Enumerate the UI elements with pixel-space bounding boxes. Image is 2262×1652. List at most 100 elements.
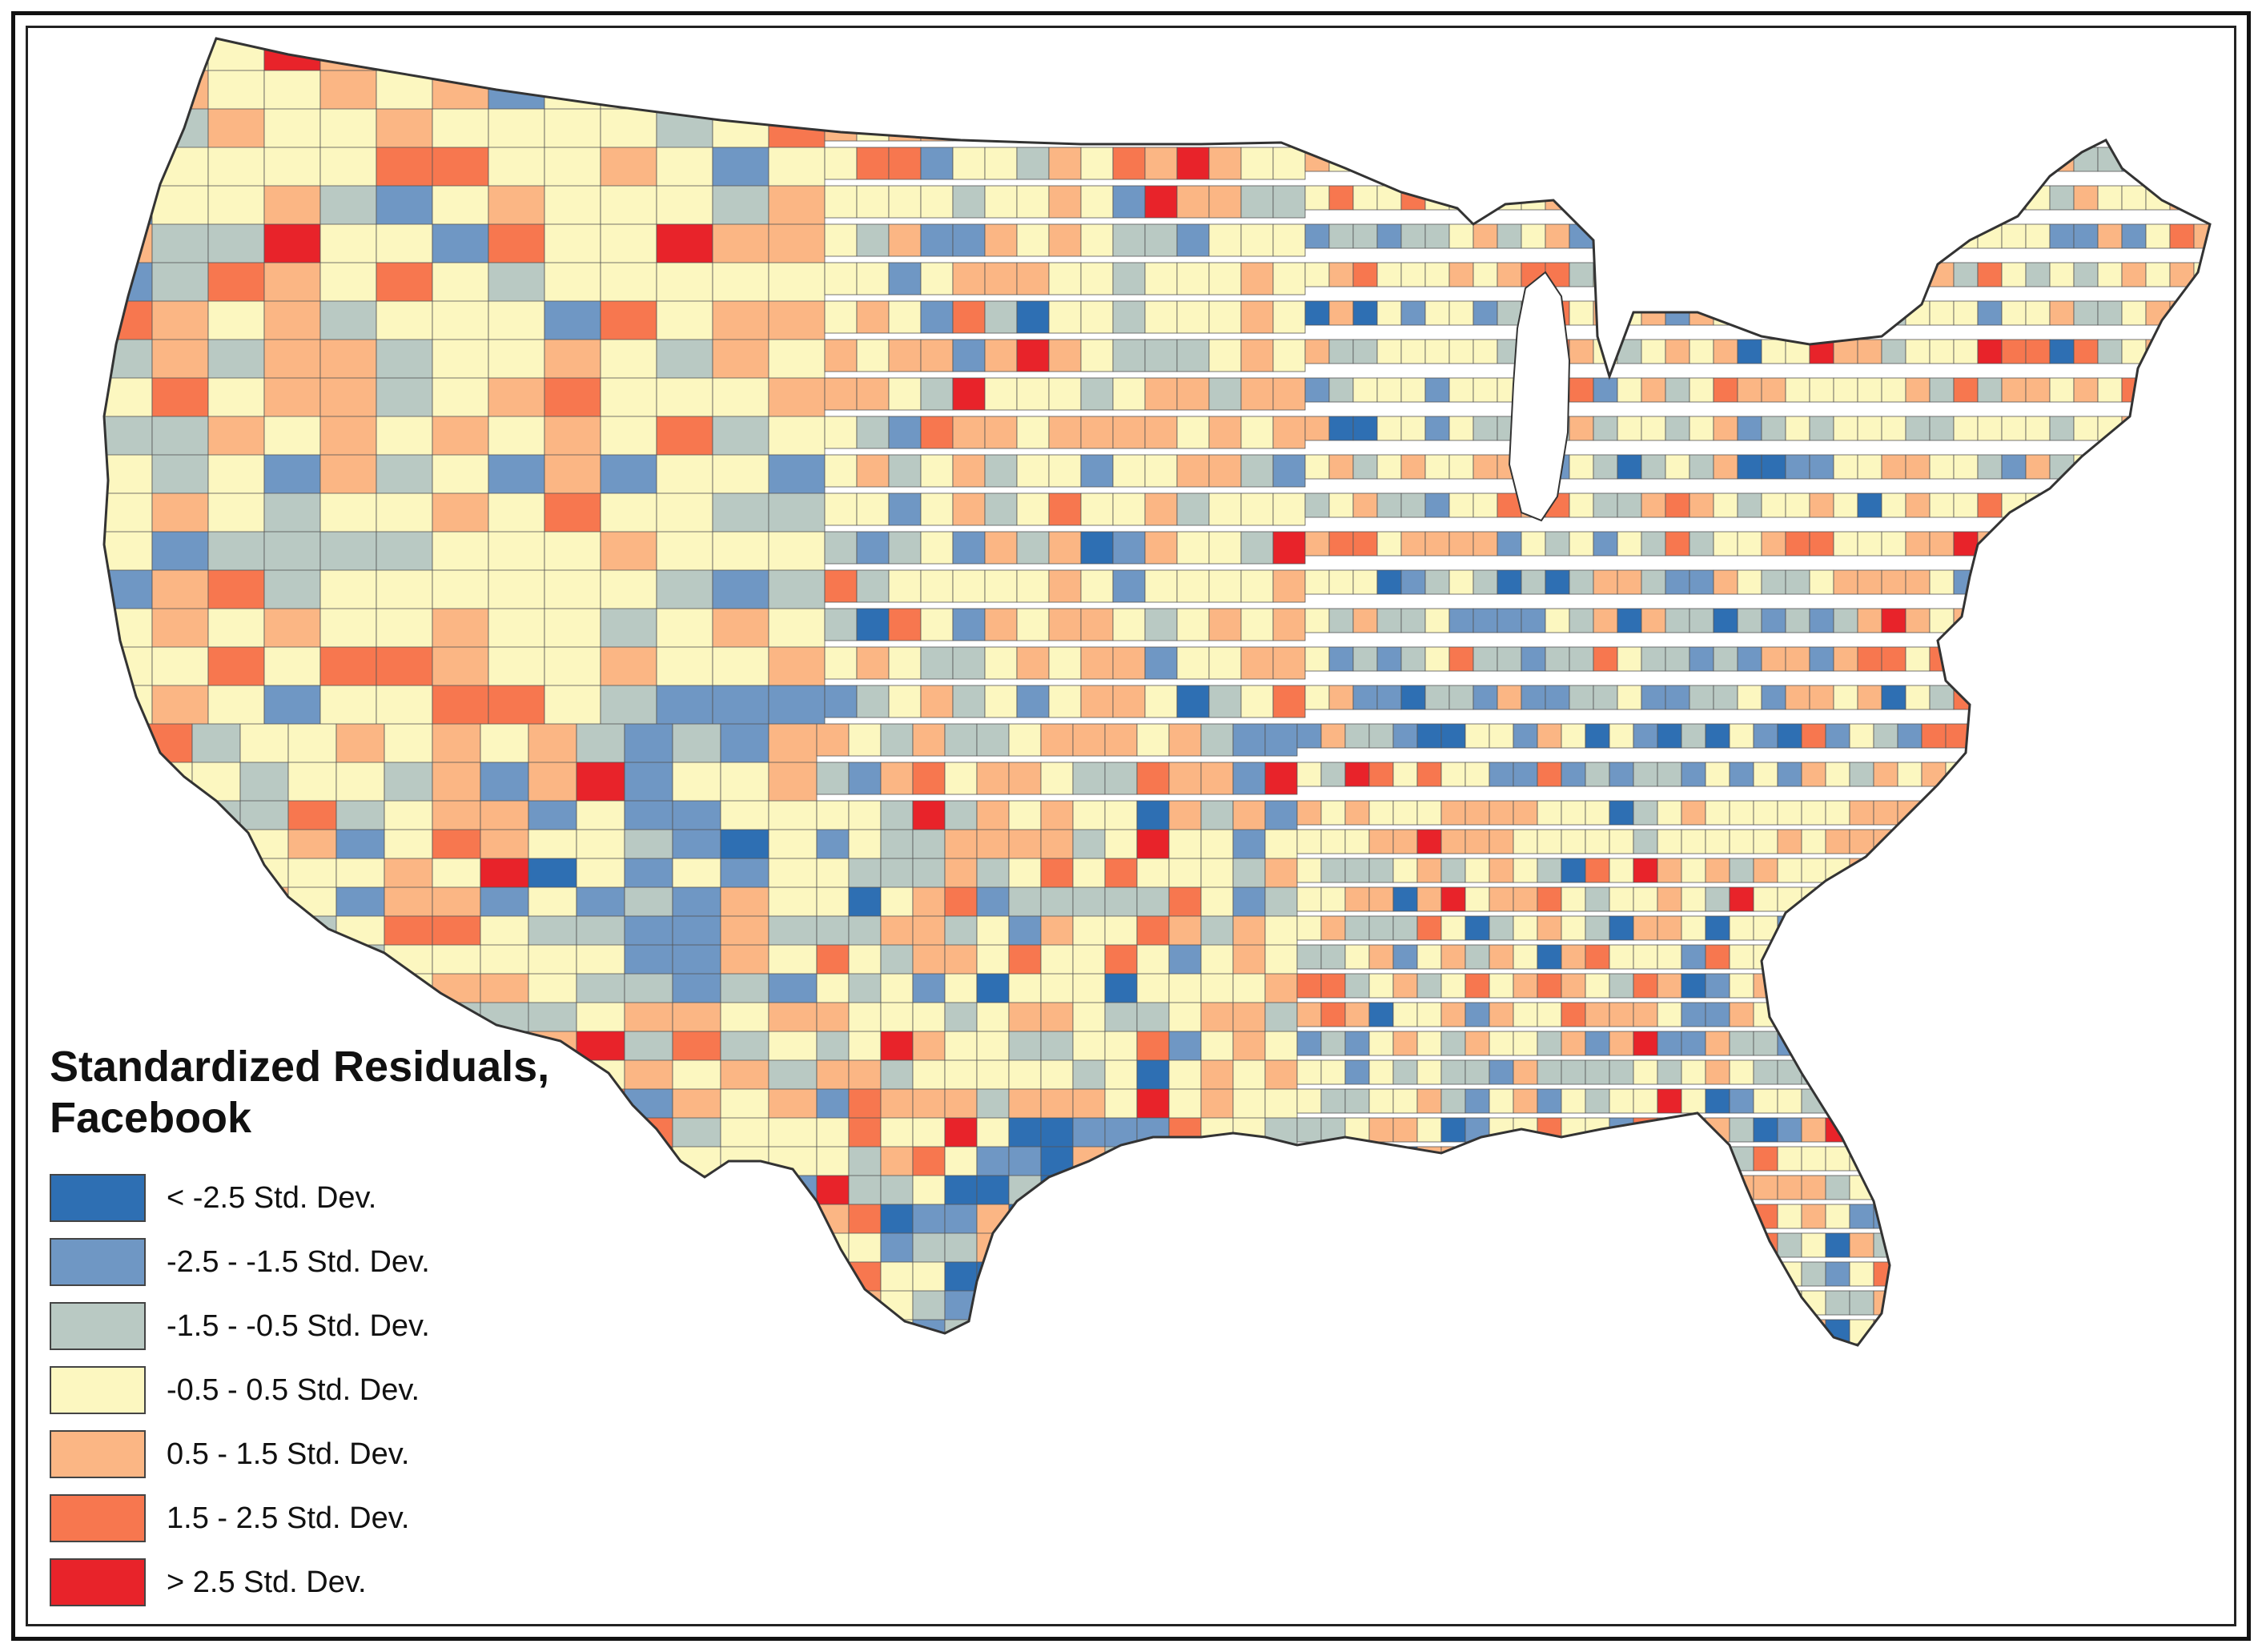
county-cell bbox=[1304, 608, 1330, 633]
county-cell bbox=[432, 973, 481, 1023]
county-cell bbox=[1737, 339, 1762, 364]
county-cell bbox=[1945, 1031, 1971, 1056]
county-cell bbox=[1040, 858, 1074, 891]
county-cell bbox=[856, 492, 890, 526]
county-cell bbox=[1969, 1088, 1995, 1114]
county-cell bbox=[1681, 1146, 1706, 1172]
county-cell bbox=[1681, 915, 1706, 941]
county-cell bbox=[1168, 1290, 1202, 1324]
county-cell bbox=[1977, 262, 2003, 287]
county-cell bbox=[1440, 1261, 1466, 1287]
county-cell bbox=[1905, 147, 1931, 172]
county-cell bbox=[1945, 1002, 1971, 1027]
county-cell bbox=[1705, 1002, 1730, 1027]
county-cell bbox=[1785, 492, 1810, 518]
county-cell bbox=[2169, 339, 2195, 364]
county-cell bbox=[1921, 1204, 1947, 1229]
county-cell bbox=[1657, 858, 1682, 883]
county-cell bbox=[1328, 646, 1354, 672]
county-cell bbox=[239, 886, 289, 936]
county-cell bbox=[143, 762, 193, 811]
county-cell bbox=[1705, 800, 1730, 826]
county-cell bbox=[984, 339, 1018, 372]
county-cell bbox=[2218, 416, 2242, 440]
county-cell bbox=[1705, 1319, 1730, 1345]
county-cell bbox=[1072, 1146, 1106, 1180]
county-cell bbox=[1104, 723, 1138, 757]
county-cell bbox=[1657, 1349, 1681, 1373]
county-cell bbox=[1448, 38, 1474, 57]
county-cell bbox=[824, 454, 858, 488]
county-cell bbox=[1040, 1319, 1074, 1345]
county-cell bbox=[1112, 531, 1146, 565]
county-cell bbox=[1376, 608, 1402, 633]
county-cell bbox=[1761, 416, 1786, 441]
county-cell bbox=[1777, 1232, 1802, 1258]
county-cell bbox=[2089, 829, 2115, 854]
county-cell bbox=[1304, 492, 1330, 518]
county-cell bbox=[1777, 1002, 1802, 1027]
county-cell bbox=[2065, 1059, 2091, 1085]
county-cell bbox=[1048, 262, 1082, 295]
county-cell bbox=[2017, 973, 2043, 999]
county-cell bbox=[1344, 1204, 1370, 1229]
county-cell bbox=[1424, 454, 1450, 480]
county-cell bbox=[1737, 416, 1762, 441]
county-cell bbox=[1368, 915, 1394, 941]
county-cell bbox=[104, 762, 145, 811]
county-cell bbox=[1473, 685, 1498, 710]
county-cell bbox=[912, 762, 946, 795]
county-cell bbox=[1561, 858, 1586, 883]
county-cell bbox=[2097, 262, 2123, 287]
county-cell bbox=[1136, 800, 1170, 834]
county-cell bbox=[1008, 762, 1042, 795]
county-cell bbox=[1681, 1204, 1706, 1229]
county-cell bbox=[2065, 1117, 2091, 1143]
county-cell bbox=[1320, 1002, 1346, 1027]
county-cell bbox=[1168, 1175, 1202, 1208]
county-cell bbox=[1440, 723, 1466, 749]
county-cell bbox=[2161, 1002, 2187, 1027]
county-cell bbox=[1016, 416, 1050, 449]
county-cell bbox=[2097, 70, 2123, 95]
county-cell bbox=[2113, 1059, 2139, 1085]
county-cell bbox=[1713, 492, 1738, 518]
county-cell bbox=[2065, 723, 2091, 749]
county-cell bbox=[1448, 70, 1474, 95]
county-cell bbox=[1737, 454, 1762, 480]
county-cell bbox=[1320, 1088, 1346, 1114]
county-cell bbox=[2017, 1232, 2043, 1258]
county-cell bbox=[856, 223, 890, 257]
county-cell bbox=[1681, 1088, 1706, 1114]
county-cell bbox=[1080, 38, 1114, 65]
county-cell bbox=[1464, 1031, 1490, 1056]
county-cell bbox=[1617, 685, 1642, 710]
county-cell bbox=[1144, 569, 1178, 603]
county-cell bbox=[1473, 454, 1498, 480]
county-cell bbox=[1072, 973, 1106, 1007]
county-cell bbox=[1048, 416, 1082, 449]
county-cell bbox=[1296, 886, 1322, 912]
county-cell bbox=[1080, 454, 1114, 488]
legend-item-gt-2-5: > 2.5 Std. Dev. bbox=[50, 1550, 610, 1614]
county-cell bbox=[1609, 886, 1634, 912]
county-cell bbox=[1416, 973, 1442, 999]
county-cell bbox=[1168, 829, 1202, 862]
county-cell bbox=[1945, 1204, 1971, 1229]
county-cell bbox=[1561, 1059, 1586, 1085]
county-cell bbox=[888, 377, 922, 411]
county-cell bbox=[2209, 1031, 2210, 1056]
county-cell bbox=[1729, 1261, 1754, 1287]
county-cell bbox=[1393, 1349, 1417, 1373]
county-cell bbox=[191, 944, 241, 994]
county-cell bbox=[1929, 569, 1955, 595]
county-cell bbox=[1304, 262, 1330, 287]
county-cell bbox=[1921, 1290, 1947, 1316]
county-cell bbox=[1849, 915, 1874, 941]
county-cell bbox=[2017, 1290, 2043, 1316]
county-cell bbox=[912, 1290, 946, 1324]
county-cell bbox=[2169, 608, 2195, 633]
county-cell bbox=[1440, 858, 1466, 883]
county-cell bbox=[1785, 377, 1810, 403]
county-cell bbox=[1969, 1319, 1995, 1345]
